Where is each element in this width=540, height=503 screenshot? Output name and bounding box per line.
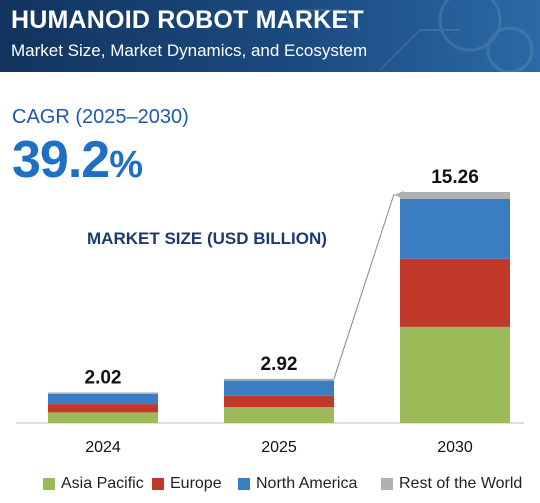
x-tick-label-2025: 2025 [261, 439, 297, 456]
legend-label-rest-of-world: Rest of the World [399, 475, 523, 492]
bar-segment-2025-rest-of-the-world [224, 378, 334, 381]
legend-swatch-europe [152, 478, 164, 490]
bar-segment-2024-europe [48, 404, 158, 413]
page-title: HUMANOID ROBOT MARKET [11, 6, 364, 34]
legend-swatch-north-america [238, 478, 250, 490]
growth-arrowhead [394, 191, 404, 199]
bar-total-label-2030: 15.26 [431, 167, 479, 188]
bar-segment-2025-north-america [224, 380, 334, 396]
legend-swatch-asia-pacific [43, 478, 55, 490]
bar-segment-2030-rest-of-the-world [400, 192, 510, 199]
legend-label-asia-pacific: Asia Pacific [61, 475, 144, 492]
legend-label-north-america: North America [256, 475, 358, 492]
market-size-chart: 2.02 2024 2.92 2025 15.26 2030 [16, 167, 524, 456]
cagr-label: CAGR (2025–2030) [12, 106, 189, 128]
legend-label-europe: Europe [170, 475, 222, 492]
cagr-unit: % [109, 144, 144, 186]
x-tick-label-2024: 2024 [85, 439, 121, 456]
growth-connector-line [333, 193, 395, 379]
bar-segment-2024-rest-of-the-world [48, 392, 158, 394]
header-banner: HUMANOID ROBOT MARKET Market Size, Marke… [0, 0, 540, 72]
x-tick-label-2030: 2030 [437, 439, 473, 456]
bar-segment-2030-europe [400, 258, 510, 327]
legend-swatch-rest-of-world [381, 478, 393, 490]
bar-segment-2030-north-america [400, 198, 510, 259]
cagr-number: 39.2 [12, 131, 110, 189]
bar-total-label-2024: 2.02 [85, 367, 122, 388]
bar-segment-2030-asia-pacific [400, 326, 510, 423]
bar-segment-2025-europe [224, 395, 334, 408]
bar-segment-2024-north-america [48, 393, 158, 405]
bar-segment-2025-asia-pacific [224, 407, 334, 423]
legend-item-europe: Europe [152, 475, 222, 493]
circuit-pattern-graphic [300, 0, 534, 72]
legend-item-asia-pacific: Asia Pacific [43, 475, 144, 493]
chart-legend: Asia Pacific Europe North America Rest o… [0, 473, 540, 495]
chart-heading: MARKET SIZE (USD BILLION) [87, 229, 327, 248]
legend-item-north-america: North America [238, 475, 357, 493]
cagr-value: 39.2% [12, 134, 143, 186]
bar-segment-2024-asia-pacific [48, 412, 158, 423]
page-subtitle: Market Size, Market Dynamics, and Ecosys… [11, 41, 368, 60]
bar-total-label-2025: 2.92 [261, 354, 298, 375]
legend-item-rest-of-world: Rest of the World [381, 475, 522, 493]
